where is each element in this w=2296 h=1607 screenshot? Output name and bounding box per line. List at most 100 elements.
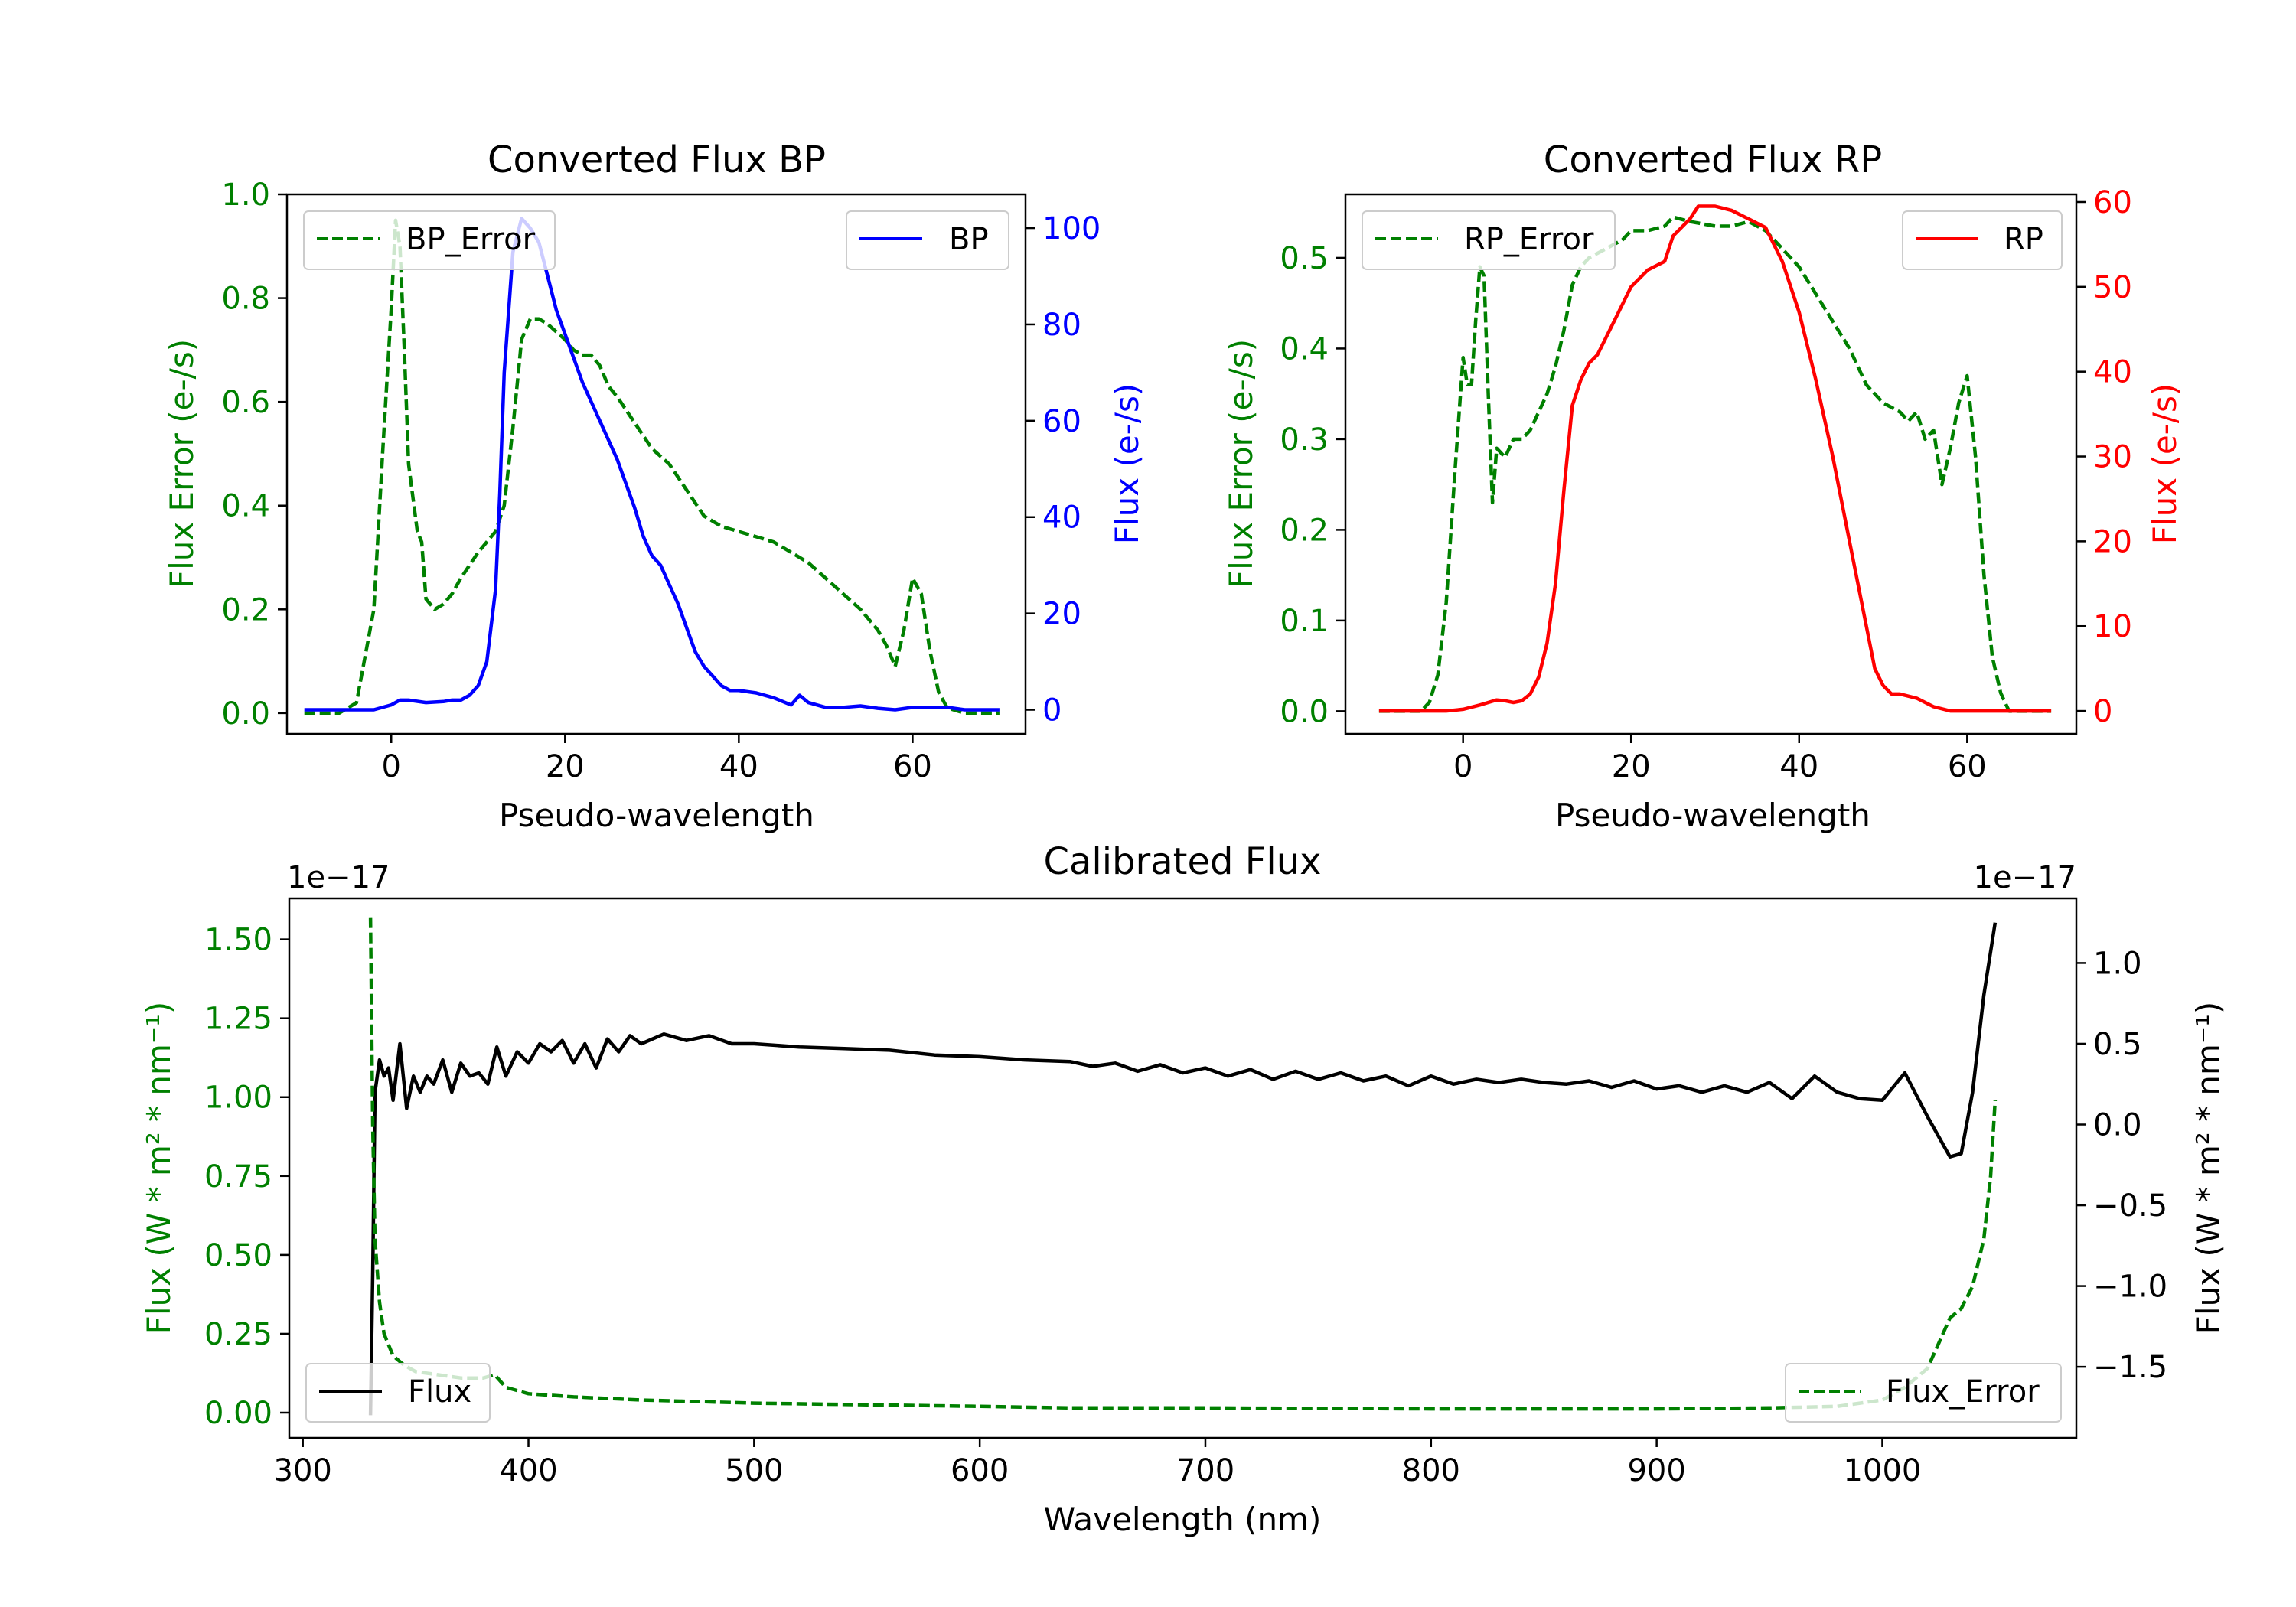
panel-bp: Converted Flux BP 0 20 40 60 0.0 0.2 0.4 0.6 0.8… xyxy=(163,139,1146,834)
rp-legend-left-label: RP_Error xyxy=(1464,222,1594,257)
bp-legend-right-label: BP xyxy=(949,222,989,257)
rp-series-rp xyxy=(1378,204,2052,713)
cal-legend-left-label: Flux xyxy=(408,1374,471,1410)
bp-ytick-label: 0.8 xyxy=(221,282,270,317)
cal-xtick-label: 900 xyxy=(1627,1453,1685,1488)
bp-ytick-label: 0.0 xyxy=(221,696,270,732)
rp-legend-right-label: RP xyxy=(2004,222,2043,257)
cal-series-flux-error xyxy=(368,917,1998,1411)
cal-offset-right: 1e−17 xyxy=(1974,860,2076,895)
rp-y2tick-label: 30 xyxy=(2093,440,2132,475)
cal-offset-left: 1e−17 xyxy=(287,860,390,895)
rp-legend-left: RP_Error xyxy=(1362,210,1616,270)
panel-calibrated: Calibrated Flux 300 400 500 600 700 800 900 100… xyxy=(140,840,2227,1538)
bp-xtick-label: 0 xyxy=(382,749,401,784)
rp-xtick-label: 20 xyxy=(1612,749,1651,784)
cal-title: Calibrated Flux xyxy=(1043,840,1321,883)
rp-ylabel: Flux Error (e-/s) xyxy=(1222,339,1260,588)
cal-ytick-label: 0.75 xyxy=(204,1159,272,1195)
bp-xtick-label: 40 xyxy=(719,749,758,784)
rp-y2tick-label: 20 xyxy=(2093,524,2132,559)
cal-xtick-label: 300 xyxy=(274,1453,332,1488)
rp-y2label: Flux (e-/s) xyxy=(2146,383,2183,544)
rp-marks: 0 20 40 60 0.0 0.1 0.2 0.3 0.4 0.5 0 10 20 30 40 50 60 xyxy=(1280,185,2132,784)
cal-y2tick-label: 0.0 xyxy=(2093,1108,2142,1143)
cal-marks: 300 400 500 600 700 800 900 1000 0.00 0.25 0.50 0.7… xyxy=(204,917,2167,1488)
rp-series-rp-error xyxy=(1378,215,2052,713)
cal-xtick-label: 600 xyxy=(951,1453,1009,1488)
rp-xlabel: Pseudo-wavelength xyxy=(1555,797,1870,834)
bp-y2tick-label: 0 xyxy=(1042,693,1062,729)
rp-y2tick-label: 60 xyxy=(2093,185,2132,220)
cal-y2tick-label: −0.5 xyxy=(2093,1188,2167,1224)
cal-legend-right: Flux_Error xyxy=(1785,1363,2062,1423)
cal-xtick-label: 1000 xyxy=(1844,1453,1922,1488)
rp-ytick-label: 0.4 xyxy=(1280,331,1329,367)
rp-ytick-label: 0.5 xyxy=(1280,241,1329,276)
bp-series-bp-error xyxy=(304,218,1000,715)
cal-ytick-label: 0.25 xyxy=(204,1317,272,1352)
bp-y2label: Flux (e-/s) xyxy=(1108,383,1146,544)
rp-ytick-label: 0.2 xyxy=(1280,513,1329,548)
cal-xtick-label: 800 xyxy=(1402,1453,1460,1488)
rp-xtick-label: 0 xyxy=(1453,749,1473,784)
rp-y2tick-label: 10 xyxy=(2093,609,2132,644)
cal-plot-frame xyxy=(288,897,2078,1439)
bp-legend-left-label: BP_Error xyxy=(406,222,536,257)
bp-y2tick-label: 40 xyxy=(1042,500,1081,536)
cal-ylabel: Flux (W * m² * nm⁻¹) xyxy=(140,1002,178,1335)
bp-ytick-label: 0.6 xyxy=(221,385,270,420)
rp-y2tick-label: 50 xyxy=(2093,270,2132,305)
panel-rp: Converted Flux RP 0 20 40 60 0.0 0.1 0.2 0.3 0.4… xyxy=(1222,139,2183,834)
bp-legend-left-box xyxy=(303,210,556,270)
bp-legend-left: BP_Error xyxy=(303,210,556,270)
bp-plot-frame xyxy=(285,193,1027,735)
bp-legend-right: BP xyxy=(846,210,1009,270)
rp-title: Converted Flux RP xyxy=(1544,139,1882,181)
bp-ytick-label: 0.4 xyxy=(221,489,270,524)
bp-y2tick-label: 20 xyxy=(1042,597,1081,632)
cal-xtick-label: 500 xyxy=(725,1453,783,1488)
rp-xtick-label: 60 xyxy=(1948,749,1987,784)
rp-legend-left-box xyxy=(1362,210,1616,270)
cal-legend-right-label: Flux_Error xyxy=(1886,1374,2040,1410)
bp-ytick-label: 0.2 xyxy=(221,592,270,627)
cal-xtick-label: 400 xyxy=(499,1453,557,1488)
rp-xtick-label: 40 xyxy=(1779,749,1818,784)
cal-ytick-label: 0.00 xyxy=(204,1396,272,1431)
bp-y2tick-label: 80 xyxy=(1042,308,1081,343)
bp-series-bp xyxy=(304,217,1000,712)
rp-y2tick-label: 0 xyxy=(2093,694,2112,729)
cal-y2tick-label: 0.5 xyxy=(2093,1027,2142,1062)
cal-ytick-label: 0.50 xyxy=(204,1238,272,1273)
bp-marks: 0 20 40 60 0.0 0.2 0.4 0.6 0.8 1.0 0 20 40 60 80 100 xyxy=(221,178,1101,784)
cal-legend-right-box xyxy=(1785,1363,2062,1423)
bp-xlabel: Pseudo-wavelength xyxy=(499,797,814,834)
bp-title: Converted Flux BP xyxy=(488,139,826,181)
bp-y2tick-label: 60 xyxy=(1042,404,1081,439)
bp-xtick-label: 60 xyxy=(893,749,932,784)
cal-legend-left: Flux xyxy=(305,1363,491,1423)
cal-legend-left-box xyxy=(305,1363,491,1423)
rp-legend-right: RP xyxy=(1902,210,2063,270)
cal-y2tick-label: 1.0 xyxy=(2093,946,2142,981)
rp-ytick-label: 0.0 xyxy=(1280,694,1329,729)
rp-y2tick-label: 40 xyxy=(2093,355,2132,390)
bp-ylabel: Flux Error (e-/s) xyxy=(163,339,201,588)
rp-legend-right-box xyxy=(1902,210,2063,270)
rp-plot-frame xyxy=(1344,193,2078,735)
bp-y2tick-label: 100 xyxy=(1042,211,1101,246)
cal-y2label: Flux (W * m² * nm⁻¹) xyxy=(2190,1002,2227,1335)
cal-series-flux xyxy=(368,922,1998,1416)
cal-ytick-label: 1.50 xyxy=(204,923,272,958)
cal-xlabel: Wavelength (nm) xyxy=(1044,1501,1322,1538)
rp-ytick-label: 0.3 xyxy=(1280,422,1329,458)
cal-y2tick-label: −1.0 xyxy=(2093,1270,2167,1305)
cal-ytick-label: 1.00 xyxy=(204,1081,272,1116)
bp-xtick-label: 20 xyxy=(546,749,585,784)
cal-y2tick-label: −1.5 xyxy=(2093,1350,2167,1385)
cal-xtick-label: 700 xyxy=(1176,1453,1234,1488)
bp-legend-right-box xyxy=(846,210,1009,270)
bp-ytick-label: 1.0 xyxy=(221,178,270,213)
